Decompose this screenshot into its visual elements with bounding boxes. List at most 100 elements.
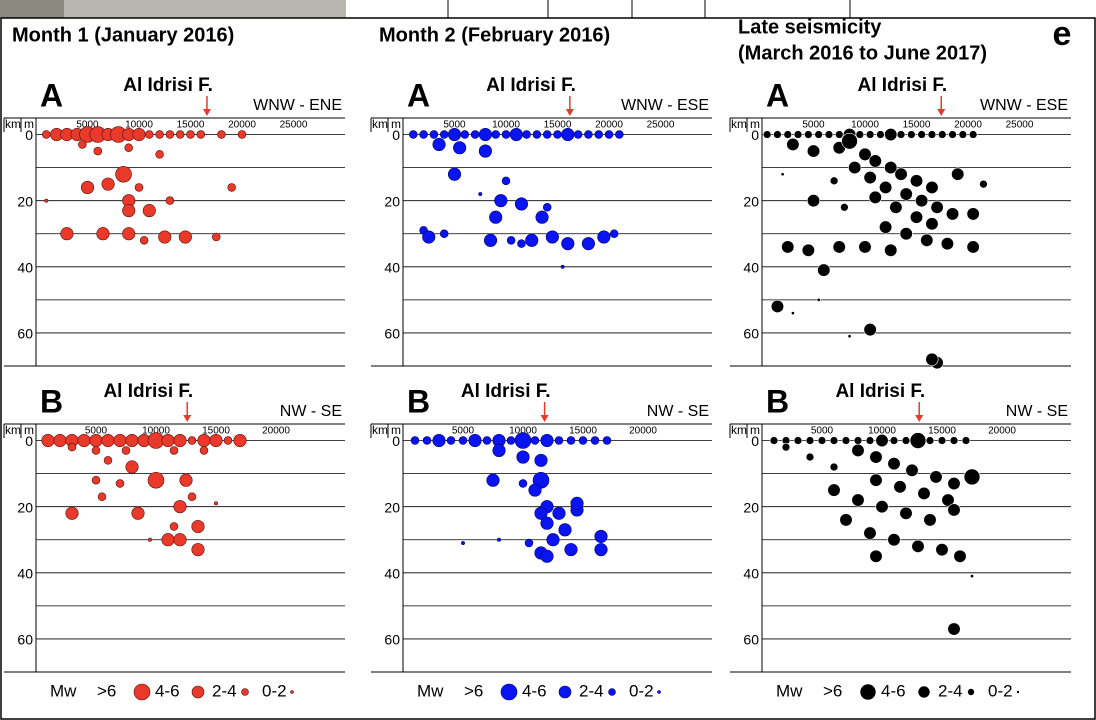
event (540, 433, 554, 448)
event (169, 446, 179, 455)
legend-swatch (657, 690, 661, 694)
column-title: Late seismicity (738, 16, 882, 38)
event (214, 501, 218, 506)
legend-label: 2-4 (212, 681, 237, 700)
event (915, 194, 929, 208)
event (199, 446, 209, 455)
event (893, 480, 907, 494)
event (165, 130, 175, 139)
x-tick-label: 15000 (202, 426, 230, 437)
event (615, 130, 624, 139)
event (979, 179, 988, 189)
event (191, 519, 205, 534)
event (923, 513, 937, 527)
fault-label: Al Idrisi F. (461, 381, 551, 402)
event (917, 486, 931, 500)
x-tick-label: 20000 (595, 120, 623, 131)
event (93, 146, 103, 156)
legend-label: >6 (464, 681, 483, 700)
event (461, 541, 465, 545)
event (786, 137, 800, 152)
y-tick-label: 20 (384, 193, 400, 209)
direction-label: WNW - ESE (621, 97, 709, 114)
event (865, 436, 875, 445)
event (570, 496, 584, 510)
event (851, 443, 865, 458)
event (966, 240, 980, 254)
event (446, 436, 456, 445)
event (847, 334, 852, 339)
event (115, 479, 125, 488)
event (77, 433, 91, 448)
event (478, 144, 492, 158)
x-tick-label: 10000 (125, 120, 153, 131)
event (65, 506, 79, 520)
event (937, 436, 947, 445)
event (453, 141, 467, 155)
event (804, 130, 813, 139)
event (817, 263, 831, 277)
event (554, 436, 564, 445)
event (917, 130, 926, 139)
fault-arrow-head (565, 109, 574, 116)
event (91, 446, 101, 455)
event (884, 127, 898, 142)
panel: A Al Idrisi F. WNW - ENE km m 5000 10000 15000 2… (3, 75, 345, 367)
event (78, 140, 87, 149)
event (584, 130, 593, 139)
event (460, 130, 470, 139)
legend-label: 2-4 (579, 681, 604, 700)
event (561, 237, 575, 251)
y-tick-label: 60 (743, 632, 759, 648)
direction-label: NW - SE (647, 403, 709, 420)
y-tick-label: 0 (751, 127, 759, 143)
event (935, 543, 949, 557)
fault-label: Al Idrisi F. (103, 381, 193, 402)
legend-swatch (917, 685, 931, 699)
event (422, 436, 432, 445)
event (147, 471, 165, 489)
y-tick-label: 0 (392, 127, 400, 143)
event (125, 460, 139, 474)
event (103, 456, 113, 465)
event (773, 130, 782, 139)
x-tick-label: 5000 (76, 120, 99, 131)
event (963, 468, 981, 486)
y-tick-label: 20 (17, 499, 33, 515)
event (97, 492, 107, 501)
event (209, 433, 223, 448)
event (494, 194, 508, 208)
y-tick-label: 20 (743, 193, 759, 209)
event (929, 470, 943, 484)
event (609, 229, 619, 238)
x-tick-label: 20000 (954, 120, 982, 131)
y-tick-label: 40 (384, 260, 400, 276)
event (781, 442, 791, 452)
event (178, 230, 192, 244)
event (429, 130, 439, 139)
event (578, 436, 588, 445)
direction-label: NW - SE (1006, 403, 1068, 420)
event (439, 130, 449, 139)
direction-label: NW - SE (280, 403, 342, 420)
panel-title: A (40, 77, 63, 113)
event (532, 130, 542, 139)
event (419, 130, 428, 139)
event (468, 433, 482, 448)
y-tick-label: 0 (392, 433, 400, 449)
event (237, 130, 247, 139)
event (899, 506, 913, 520)
event (517, 239, 526, 248)
event (762, 130, 772, 139)
event (113, 433, 127, 448)
event (564, 543, 578, 557)
event (122, 227, 136, 241)
event (223, 436, 233, 445)
event (947, 503, 961, 517)
y-tick-label: 0 (751, 433, 759, 449)
y-axis-unit: km (5, 423, 21, 437)
legend-title: Mw (417, 681, 444, 700)
event (410, 436, 420, 445)
map-strip (64, 0, 346, 18)
legend-label: >6 (97, 681, 116, 700)
